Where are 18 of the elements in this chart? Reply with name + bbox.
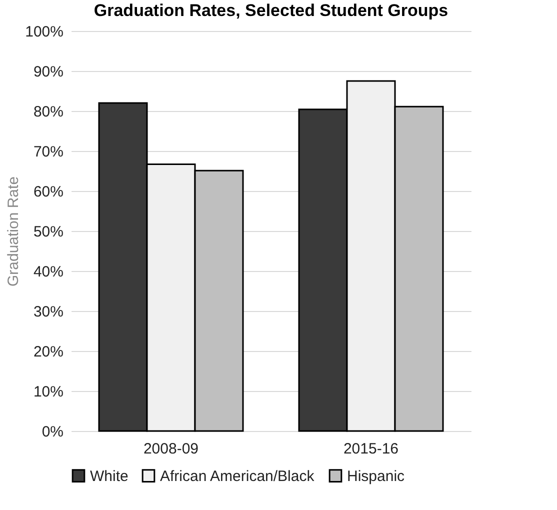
y-tick-label: 20% [33, 344, 64, 360]
chart-title: Graduation Rates, Selected Student Groups [94, 1, 448, 20]
y-tick-label: 100% [25, 24, 64, 40]
y-tick-label: 80% [33, 104, 64, 120]
legend-label: White [90, 468, 128, 485]
legend-label: Hispanic [347, 468, 406, 485]
x-tick-label: 2008-09 [143, 440, 199, 458]
y-tick-label: 10% [33, 384, 64, 400]
y-tick-label: 90% [33, 64, 64, 80]
y-tick-label: 50% [33, 224, 64, 240]
y-tick-label: 40% [33, 264, 64, 280]
y-tick-label: 70% [33, 144, 64, 160]
legend-label: African American/Black [160, 468, 315, 485]
y-tick-label: 60% [33, 184, 64, 200]
x-tick-label: 2015-16 [343, 440, 399, 458]
y-tick-label: 0% [42, 424, 64, 440]
y-tick-label: 30% [33, 304, 64, 320]
y-axis-title: Graduation Rate [5, 176, 22, 287]
